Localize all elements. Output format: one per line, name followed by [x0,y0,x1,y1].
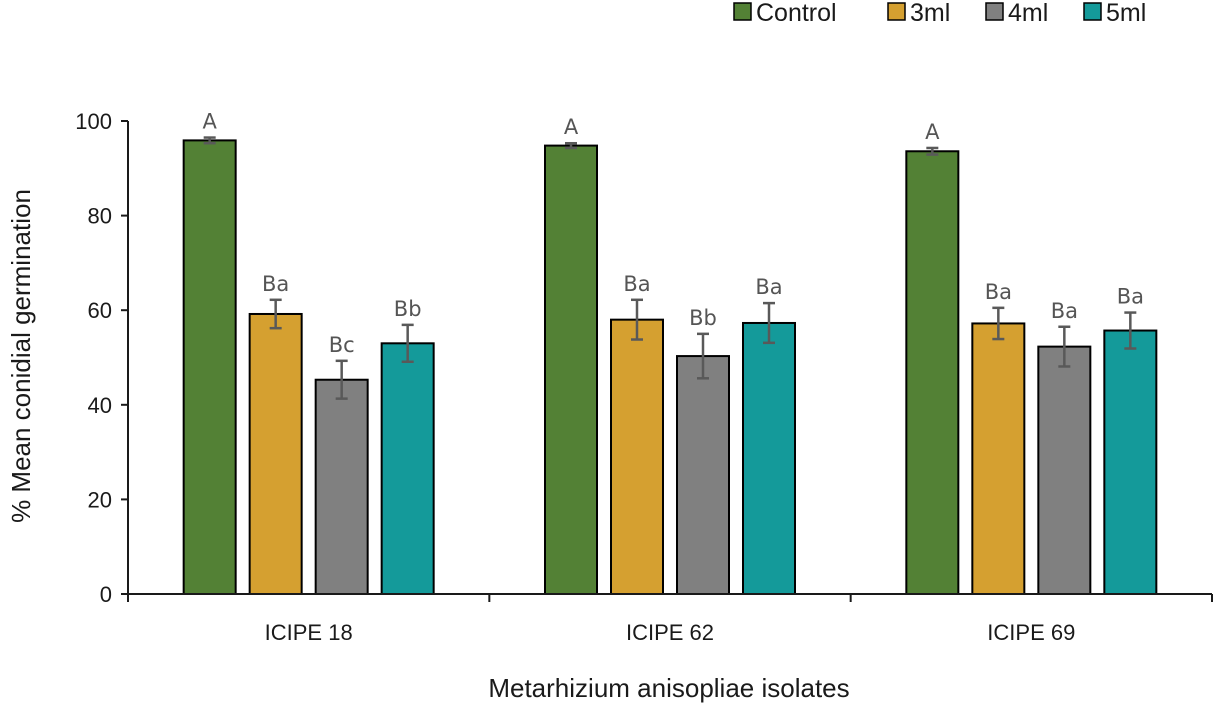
legend-swatch [985,2,1004,21]
y-axis-label: % Mean conidial germination [6,189,36,523]
error-bars-layer [203,136,1137,400]
error-bar [269,298,282,330]
bar-3ml-icipe-69 [971,322,1026,595]
legend-label: 3ml [910,0,950,27]
legend-label: 4ml [1008,0,1048,27]
data-label: Ba [623,272,650,296]
data-label: Ba [262,272,289,296]
data-label: Bc [329,333,355,357]
bar-3ml-icipe-18 [248,312,303,595]
x-tick-label: ICIPE 62 [626,620,714,645]
error-bar [203,136,216,145]
data-label: A [202,110,217,134]
data-label: Bb [689,306,717,330]
y-tick-label: 20 [88,487,112,512]
bar-4ml-icipe-69 [1037,345,1092,595]
x-axis-label: Metarhizium anisopliae isolates [488,673,849,703]
y-tick-label: 100 [75,109,112,134]
error-bar [992,306,1005,341]
error-bar [1124,311,1137,350]
error-bar [697,332,709,380]
error-bar [763,301,775,345]
bar-4ml-icipe-18 [314,378,369,595]
error-bar [631,298,643,341]
bar-4ml-icipe-62 [676,355,730,595]
legend-swatch [887,2,906,21]
bar-5ml-icipe-18 [380,342,435,595]
y-tick-label: 80 [88,204,112,229]
data-label: A [564,115,579,139]
bar-control-icipe-69 [905,150,960,595]
y-tick-label: 40 [88,393,112,418]
x-tick-label: ICIPE 18 [265,620,353,645]
legend-label: Control [756,0,837,27]
bar-5ml-icipe-62 [742,321,796,595]
axes: 0 20 40 60 80 100 ICIPE 18 ICIPE 62 ICIPE 69 [75,109,1213,645]
bar-3ml-icipe-62 [610,318,664,595]
legend-swatch [1083,2,1102,21]
error-bar [335,359,348,400]
data-label: Ba [1051,299,1078,323]
legend-label: 5ml [1106,0,1146,27]
bar-control-icipe-18 [182,139,237,595]
y-tick-label: 0 [100,582,112,607]
legend-item-5ml: 5ml [1083,0,1146,27]
x-tick-label: ICIPE 69 [987,620,1075,645]
bar-5ml-icipe-69 [1103,329,1158,595]
bars-layer [182,139,1158,595]
data-label: A [925,120,940,144]
legend-item-control: Control [733,0,837,27]
data-label: Ba [1117,285,1144,309]
error-bar [401,323,414,364]
error-bar [926,146,939,156]
y-tick-label: 60 [88,298,112,323]
data-label: Ba [985,280,1012,304]
legend-item-4ml: 4ml [985,0,1048,27]
bar-labels-layer: A Ba Bc Bb A Ba Bb Ba A Ba Ba Ba [202,110,1143,357]
data-label: Ba [755,275,782,299]
bar-control-icipe-62 [544,144,598,595]
legend-swatch [733,2,752,21]
legend: Control 3ml 4ml 5ml [733,0,1146,27]
legend-item-3ml: 3ml [887,0,950,27]
error-bar [1058,325,1071,368]
data-label: Bb [394,297,422,321]
error-bar [565,141,577,150]
